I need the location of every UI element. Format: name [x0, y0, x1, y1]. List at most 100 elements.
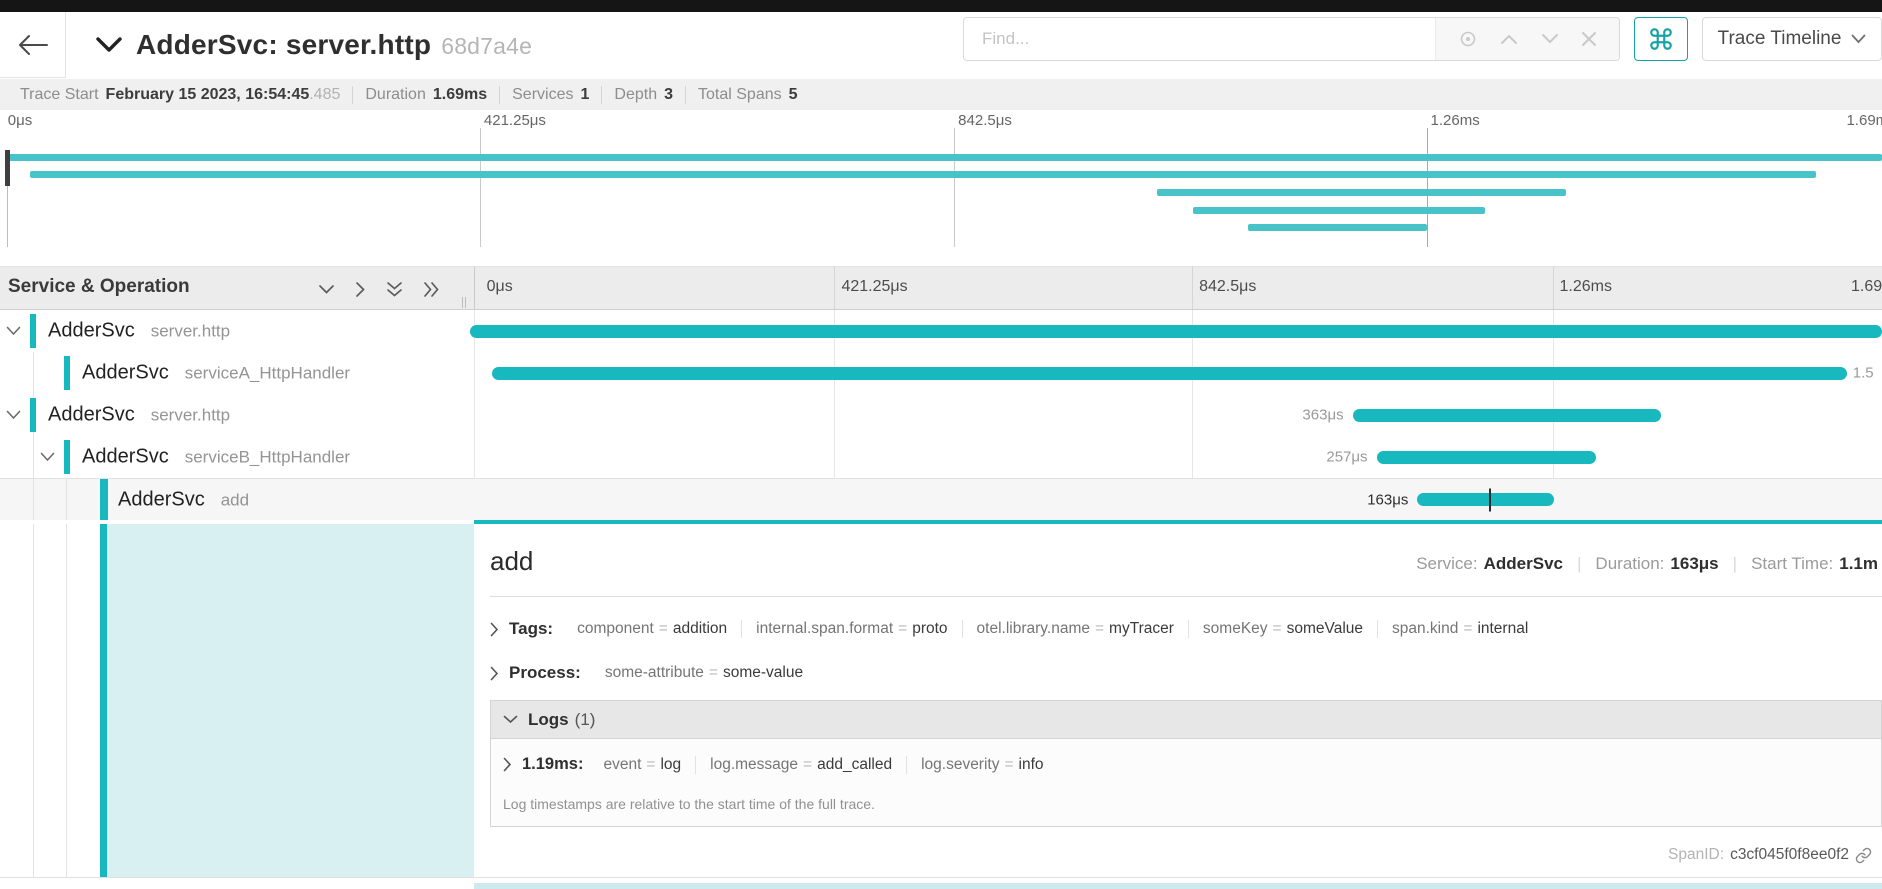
find-input[interactable]: [964, 18, 1435, 60]
span-detail-highlight: [107, 524, 474, 878]
chevron-down-icon: [96, 37, 122, 53]
span-service-name[interactable]: AdderSvc serviceA_HttpHandler: [82, 361, 351, 384]
minimap-span-bar: [1193, 207, 1485, 214]
span-row[interactable]: AdderSvc server.http 363μs: [0, 394, 1882, 436]
span-row[interactable]: AdderSvc serviceB_HttpHandler 257μs: [0, 436, 1882, 478]
span-bar[interactable]: [492, 366, 1847, 380]
log-entry[interactable]: 1.19ms: event = log log.message = add_called…: [503, 755, 1881, 774]
span-row[interactable]: AdderSvc serviceA_HttpHandler 1.5: [0, 352, 1882, 394]
span-detail-panel: add Service: AdderSvc | Duration: 163μs | …: [0, 524, 1882, 878]
x-icon[interactable]: [1581, 31, 1597, 47]
logs-label: Logs: [528, 709, 569, 729]
minimap-drag-handle[interactable]: [5, 150, 10, 186]
span-bar[interactable]: [1417, 493, 1554, 506]
tree-guide: [33, 352, 34, 394]
next-row-hover-strip: [474, 883, 1882, 889]
span-operation-name: server.http: [150, 321, 231, 341]
span-timeline-cell: 363μs: [474, 394, 1882, 436]
span-timeline-cell: 257μs: [474, 436, 1882, 478]
minimap-span-bar: [30, 171, 1817, 178]
keyboard-shortcuts-button[interactable]: [1634, 17, 1688, 61]
minimap-gridline: [954, 128, 956, 247]
tree-guide: [66, 479, 67, 520]
span-color-strip: [64, 440, 70, 474]
chevron-right-icon[interactable]: [490, 666, 499, 681]
minimap-tick: 1.26ms: [1430, 112, 1480, 129]
view-dropdown-button[interactable]: Trace Timeline: [1702, 17, 1882, 61]
divider: [0, 877, 1882, 878]
page-title: AdderSvc: server.http 68d7a4e: [136, 29, 533, 60]
tags-row[interactable]: Tags: component = addition internal.span.f…: [490, 612, 1882, 646]
summary-item: Services 1: [499, 85, 601, 104]
arrow-left-icon: [18, 34, 48, 56]
tag-item: internal.span.format = proto: [741, 620, 961, 638]
divider: [490, 596, 1882, 597]
start-time-value: 1.1m: [1839, 554, 1878, 573]
link-icon[interactable]: [1855, 847, 1872, 864]
start-time-label: Start Time:: [1751, 554, 1834, 573]
span-color-strip: [100, 524, 107, 878]
browser-top-bar: [0, 0, 1882, 12]
span-bar[interactable]: [1376, 450, 1597, 464]
span-service-name[interactable]: AdderSvc add: [118, 488, 250, 510]
chevron-down-icon[interactable]: [40, 452, 55, 462]
double-chevron-right-icon[interactable]: [423, 281, 440, 298]
logs-header[interactable]: Logs (1): [491, 701, 1881, 739]
crosshair-icon[interactable]: [1458, 29, 1478, 49]
span-detail-title: add: [490, 546, 534, 576]
service-label: Service:: [1416, 554, 1478, 573]
trace-minimap[interactable]: 0μs 421.25μs 842.5μs 1.26ms 1.69ms: [0, 110, 1882, 247]
tags-list: component = addition internal.span.format =…: [563, 620, 1542, 638]
process-item: some-attribute = some-value: [604, 664, 804, 681]
span-bar[interactable]: [1352, 408, 1661, 422]
trace-collapse-toggle[interactable]: [96, 37, 122, 53]
span-log-marker[interactable]: [1489, 488, 1492, 511]
service-value: AdderSvc: [1483, 554, 1563, 573]
minimap-tick: 421.25μs: [483, 112, 546, 129]
span-name-cell: AdderSvc server.http: [0, 394, 474, 436]
span-service-name[interactable]: AdderSvc server.http: [48, 403, 231, 426]
span-color-strip: [64, 356, 70, 390]
logs-section: Logs (1) 1.19ms: event = log log.message = a…: [490, 700, 1882, 827]
summary-item: Total Spans 5: [685, 85, 810, 104]
minimap-gridline: [1426, 128, 1428, 247]
span-service-name[interactable]: AdderSvc serviceB_HttpHandler: [82, 445, 351, 468]
chevron-down-icon[interactable]: [1541, 33, 1559, 45]
timeline-gridline: [1192, 267, 1194, 309]
chevron-up-icon[interactable]: [1500, 33, 1518, 45]
column-resizer[interactable]: [462, 297, 466, 308]
span-duration-label: 257μs: [1326, 448, 1368, 466]
timeline-gridline: [1552, 267, 1554, 309]
summary-item: Depth 3: [601, 85, 685, 104]
span-detail-accent-border: [474, 520, 1882, 524]
summary-item: Trace Start February 15 2023, 16:54:45.48…: [20, 85, 341, 103]
tag-item: someKey = someValue: [1187, 620, 1377, 638]
chevron-down-icon: [503, 715, 518, 724]
back-button[interactable]: [0, 12, 66, 78]
chevron-right-icon[interactable]: [503, 757, 512, 772]
chevron-down-icon[interactable]: [6, 410, 21, 420]
chevron-right-icon[interactable]: [490, 622, 499, 637]
tag-item: span.kind = internal: [1377, 620, 1542, 638]
column-divider: [474, 310, 475, 520]
chevron-down-icon[interactable]: [6, 326, 21, 336]
span-row-selected[interactable]: AdderSvc add 163μs: [0, 478, 1882, 520]
chevron-right-icon[interactable]: [355, 281, 366, 298]
span-operation-name: serviceA_HttpHandler: [184, 363, 351, 383]
tree-controls: [318, 267, 440, 311]
timeline-tick: 421.25μs: [841, 278, 908, 295]
timeline-gridline: [834, 310, 835, 520]
timeline-gridline: [834, 267, 836, 309]
logs-body: 1.19ms: event = log log.message = add_called…: [491, 739, 1881, 826]
log-field: log.message = add_called: [695, 755, 906, 774]
span-row[interactable]: AdderSvc server.http: [0, 310, 1882, 352]
minimap-drag-handle-tail: [7, 186, 8, 247]
log-fields: event = log log.message = add_called log.sev…: [589, 755, 1057, 774]
double-chevron-down-icon[interactable]: [386, 281, 403, 298]
chevron-down-icon[interactable]: [318, 284, 335, 295]
span-service-name[interactable]: AdderSvc server.http: [48, 319, 231, 342]
process-row[interactable]: Process: some-attribute = some-value: [490, 656, 1882, 690]
spanid-row: SpanID: c3cf045f0f8ee0f2: [1668, 846, 1872, 864]
span-bar[interactable]: [469, 324, 1882, 338]
